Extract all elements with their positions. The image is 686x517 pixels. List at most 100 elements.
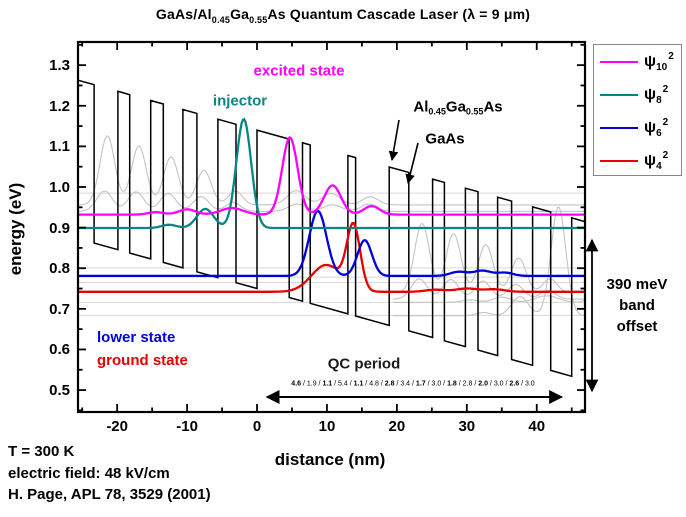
wavefunction-psi8 — [78, 117, 584, 230]
text-part: λ = 9 μm — [467, 6, 526, 22]
barrier-thickness: 2.0 — [478, 380, 488, 388]
legend-label: ψ82 — [644, 83, 669, 106]
plot-area — [78, 79, 585, 378]
subscript-text: 0.45 — [211, 15, 231, 25]
band-offset-text-line: band — [619, 297, 655, 314]
y-tick-label: 0.9 — [49, 219, 70, 237]
axis-ticks — [78, 42, 585, 412]
legend-entry-psi10: ψ102 — [594, 45, 681, 78]
separator: / — [301, 380, 307, 388]
barrier-material-arrow — [388, 119, 400, 161]
barrier-thickness: 4.6 — [291, 380, 302, 388]
legend-entry-psi6: ψ62 — [594, 111, 681, 144]
separator: / — [316, 380, 323, 388]
separator: / — [456, 380, 463, 388]
y-tick-label: 1.2 — [49, 97, 70, 115]
separator: / — [394, 380, 401, 388]
separator: / — [378, 380, 385, 388]
y-tick-label: 1.0 — [49, 178, 70, 196]
wavefunction-psi10 — [78, 136, 584, 216]
separator: / — [503, 380, 510, 388]
legend-line-sample — [600, 60, 638, 63]
y-tick-label: 0.5 — [49, 382, 70, 400]
annotation-ground-state: ground state — [97, 352, 188, 369]
y-tick-label: 1.1 — [49, 138, 70, 156]
subscript-text: 0.55 — [249, 15, 268, 25]
background-energy-levels — [78, 192, 585, 316]
well-thickness: 3.0 — [431, 380, 442, 388]
text-part: As — [483, 98, 503, 116]
text-part: Ga — [445, 98, 466, 116]
layer-sequence-text: 4.6 / 1.9 / 1.1 / 5.4 / 1.1 / 4.8 / 2.8 … — [291, 381, 534, 388]
well-thickness: 3.0 — [493, 380, 504, 388]
text-part: Ga — [230, 6, 250, 22]
x-axis-label: distance (nm) — [274, 450, 386, 469]
footer-electric-field: electric field: 48 kV/cm — [8, 464, 170, 482]
barrier-thickness: 1.7 — [415, 380, 426, 388]
legend-label: ψ42 — [644, 149, 669, 172]
x-tick-label: -10 — [176, 418, 198, 435]
legend-label: ψ102 — [644, 50, 674, 73]
text-part: Al — [413, 98, 429, 116]
y-tick-label: 0.7 — [49, 300, 70, 318]
subscript-text: 0.55 — [465, 106, 484, 117]
y-tick-label: 0.6 — [49, 341, 70, 359]
subscript-text: 0.45 — [428, 106, 446, 117]
y-tick-label: 0.8 — [49, 260, 70, 278]
band-offset-text-line: 390 meV — [606, 276, 668, 293]
annotation-well-material: GaAs — [425, 130, 465, 148]
well-thickness: 5.4 — [338, 380, 348, 388]
separator: / — [425, 380, 432, 388]
separator: / — [332, 380, 339, 388]
legend: ψ102 ψ82 ψ62 ψ42 — [593, 44, 682, 176]
barrier-thickness: 2.8 — [384, 380, 395, 388]
separator: / — [441, 380, 448, 388]
barrier-thickness: 1.1 — [322, 380, 333, 388]
legend-line-sample — [600, 93, 638, 96]
barrier-thickness: 1.1 — [353, 380, 364, 388]
well-material-arrow — [405, 142, 419, 184]
annotation-lower-state: lower state — [97, 329, 176, 346]
well-thickness: 1.9 — [306, 380, 317, 388]
y-tick-label: 1.3 — [49, 57, 70, 75]
separator: / — [347, 380, 354, 388]
well-thickness: 4.8 — [369, 380, 379, 388]
well-thickness: 3.0 — [524, 380, 535, 388]
separator: / — [410, 380, 416, 388]
legend-line-sample — [600, 159, 638, 162]
conduction-band-profile — [78, 79, 585, 378]
text-part: GaAs/Al — [155, 6, 212, 22]
x-tick-label: -20 — [106, 418, 128, 435]
separator: / — [472, 380, 479, 388]
footer-temperature: T = 300 K — [8, 443, 75, 460]
separator: / — [519, 380, 525, 388]
annotation-barrier-material: Al0.45Ga0.55As — [413, 98, 503, 117]
annotation-excited-state: excited state — [253, 62, 345, 80]
barrier-thickness: 2.6 — [509, 380, 520, 388]
band-offset-text-line: offset — [616, 318, 658, 335]
x-tick-label: 40 — [528, 418, 546, 435]
legend-label: ψ62 — [644, 116, 669, 139]
x-tick-label: 30 — [458, 418, 476, 435]
chart-title-text: GaAs/Al0.45Ga0.55As Quantum Cascade Lase… — [155, 6, 530, 25]
footer-notes: T = 300 K electric field: 48 kV/cm H. Pa… — [8, 441, 211, 506]
y-axis-label: energy (eV) — [6, 182, 25, 276]
separator: / — [363, 380, 370, 388]
text-part: As Quantum Cascade Laser ( — [267, 6, 468, 22]
legend-entry-psi8: ψ82 — [594, 78, 681, 111]
wavefunction-psi6 — [78, 209, 584, 278]
well-thickness: 2.8 — [462, 380, 473, 388]
wavefunction-psi4 — [78, 222, 584, 293]
background-wavefunctions — [78, 135, 585, 317]
x-tick-label: 20 — [388, 418, 406, 435]
well-thickness: 3.4 — [400, 380, 411, 388]
legend-line-sample — [600, 126, 638, 129]
barrier-thickness: 1.8 — [447, 380, 457, 388]
annotation-qc-period: QC period — [327, 355, 401, 373]
x-tick-label: 10 — [318, 418, 336, 435]
annotation-injector: injector — [212, 92, 268, 110]
footer-reference: H. Page, APL 78, 3529 (2001) — [8, 486, 211, 503]
chart-title: GaAs/Al0.45Ga0.55As Quantum Cascade Lase… — [0, 6, 686, 25]
